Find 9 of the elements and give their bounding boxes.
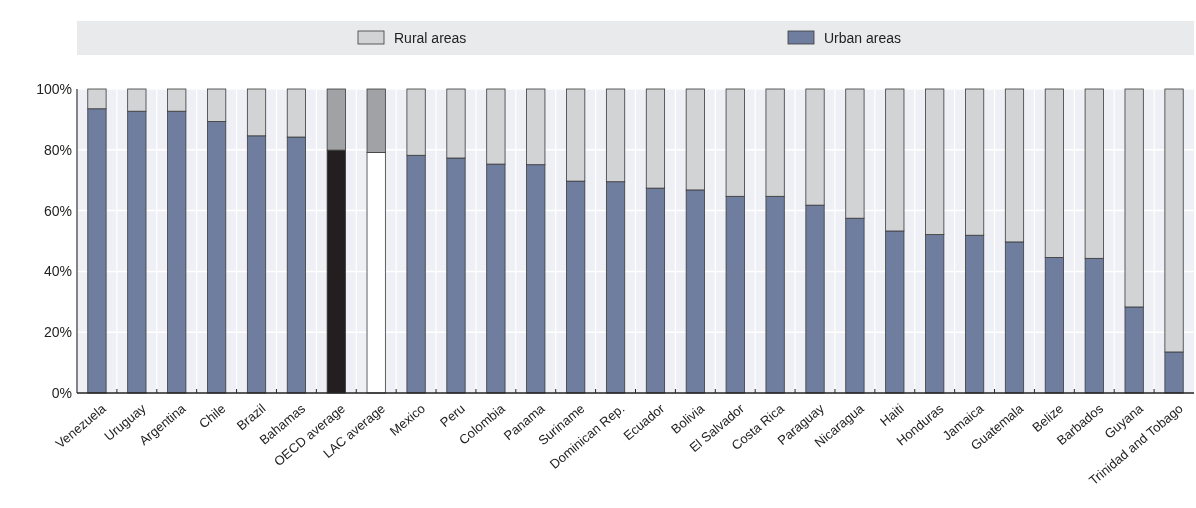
y-tick-label: 20% [43, 324, 72, 341]
y-tick-label: 40% [43, 263, 72, 280]
x-tick-label: Chile [196, 400, 229, 432]
y-tick-label: 100% [36, 80, 72, 97]
legend-label: Rural areas [394, 29, 467, 46]
y-tick-label: 0% [51, 384, 72, 401]
y-tick-label: 80% [43, 141, 72, 158]
legend-label: Urban areas [824, 29, 902, 46]
y-tick-label: 60% [43, 202, 72, 219]
